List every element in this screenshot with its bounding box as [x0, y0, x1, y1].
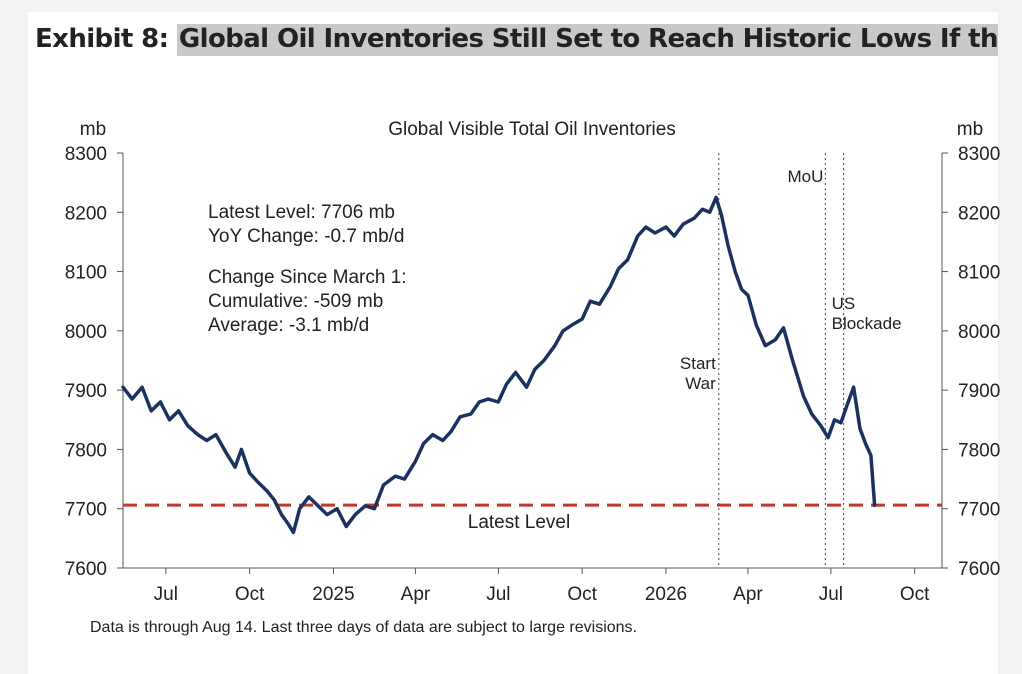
y-tick-label-right: 7900 [958, 381, 1000, 402]
y-tick-label-left: 7800 [65, 440, 107, 461]
event-label: War [685, 374, 716, 393]
y-tick-label-left: 8300 [65, 144, 107, 165]
exhibit-label: Exhibit 8: [35, 24, 169, 54]
y-tick-label-left: 8000 [65, 322, 107, 343]
x-tick-label: Jul [154, 584, 178, 605]
latest-level-label: Latest Level [468, 512, 570, 533]
x-tick-label: Apr [401, 584, 431, 605]
stat-change-heading: Change Since March 1: [208, 267, 407, 288]
y-tick-label-left: 7600 [65, 559, 107, 580]
event-label: Start [680, 354, 716, 373]
event-label: Blockade [832, 314, 902, 333]
y-tick-label-right: 8000 [958, 322, 1000, 343]
exhibit-title: Global Oil Inventories Still Set to Reac… [176, 24, 998, 56]
event-label: MoU [787, 167, 823, 186]
axes: 7600 7600 7700 7700 7800 7800 7900 7900 8000 8000… [65, 144, 1001, 605]
y-axis-label-left: mb [80, 119, 106, 140]
x-tick-label: Jul [819, 584, 843, 605]
y-tick-label-left: 8100 [65, 263, 107, 284]
y-tick-label-right: 7600 [958, 559, 1000, 580]
y-axis-label-right: mb [957, 119, 983, 140]
y-tick-label-left: 7700 [65, 500, 107, 521]
x-tick-label: Apr [733, 584, 763, 605]
footnote: Data is through Aug 14. Last three days … [90, 619, 637, 636]
chart-panel [28, 12, 998, 674]
exhibit-heading: Exhibit 8: Global Oil Inventories Still … [35, 20, 998, 60]
x-tick-label: Jul [486, 584, 510, 605]
series-group [121, 195, 877, 535]
y-tick-label-left: 7900 [65, 381, 107, 402]
inventory-series-line [121, 195, 877, 535]
y-tick-label-right: 8200 [958, 203, 1000, 224]
y-tick-label-right: 8100 [958, 263, 1000, 284]
y-tick-label-right: 7800 [958, 440, 1000, 461]
x-tick-label: 2025 [312, 584, 354, 605]
x-tick-label: 2026 [645, 584, 687, 605]
event-label: US [832, 294, 856, 313]
stat-yoy-change: YoY Change: -0.7 mb/d [208, 226, 404, 247]
stat-average: Average: -3.1 mb/d [208, 315, 369, 336]
y-tick-label-right: 7700 [958, 500, 1000, 521]
stat-latest-level: Latest Level: 7706 mb [208, 202, 395, 223]
chart-title: Global Visible Total Oil Inventories [388, 119, 676, 140]
y-tick-label-right: 8300 [958, 144, 1000, 165]
stats-box: Latest Level: 7706 mb YoY Change: -0.7 m… [208, 202, 407, 336]
y-tick-label-left: 8200 [65, 203, 107, 224]
x-tick-label: Oct [900, 584, 930, 605]
stat-cumulative: Cumulative: -509 mb [208, 291, 383, 312]
x-tick-label: Oct [235, 584, 265, 605]
reference-line-group: Latest Level [123, 503, 942, 533]
x-tick-label: Oct [567, 584, 597, 605]
